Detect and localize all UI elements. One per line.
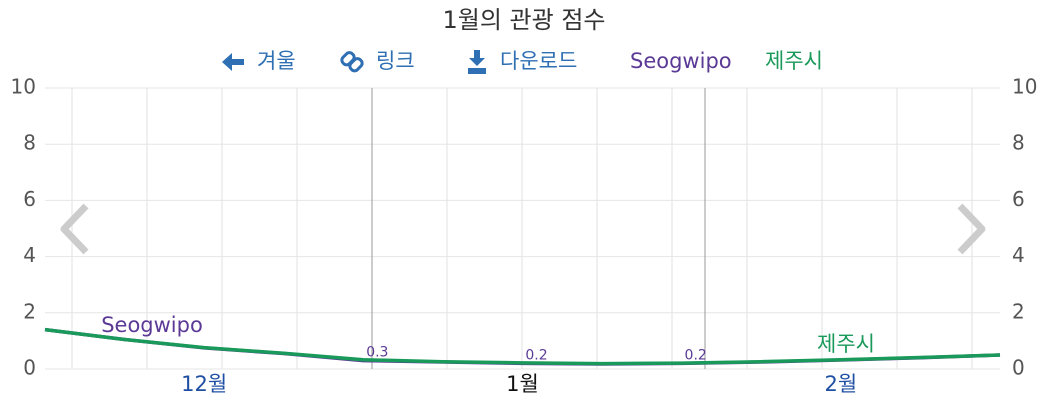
y-tick-label: 0 xyxy=(23,356,36,380)
back-button[interactable]: 겨울 xyxy=(257,49,296,73)
download-button[interactable]: 다운로드 xyxy=(500,49,577,73)
y-tick-label: 2 xyxy=(23,299,36,323)
data-label: 0.3 xyxy=(366,345,388,361)
y-tick-label-right: 0 xyxy=(1012,356,1025,380)
y-tick-label-right: 10 xyxy=(1012,75,1037,99)
x-tick-label: 2월 xyxy=(824,372,857,396)
x-tick-label: 12월 xyxy=(181,372,227,396)
prev-arrow[interactable] xyxy=(60,203,89,255)
toolbar: 겨울 링크 다운로드 Seogwipo 제주시 xyxy=(222,49,823,74)
download-icon[interactable] xyxy=(468,50,486,74)
back-icon[interactable] xyxy=(222,53,244,71)
chart-title: 1월의 관광 점수 xyxy=(442,6,605,34)
series-label: 제주시 xyxy=(817,332,875,356)
x-tick-label: 1월 xyxy=(506,372,539,396)
data-label: 0.2 xyxy=(525,347,547,363)
y-tick-label-right: 6 xyxy=(1012,187,1025,211)
next-arrow[interactable] xyxy=(957,203,986,255)
y-tick-label-right: 8 xyxy=(1012,131,1025,155)
link-button[interactable]: 링크 xyxy=(376,49,415,73)
y-tick-label: 8 xyxy=(23,131,36,155)
y-tick-label: 6 xyxy=(23,187,36,211)
legend-entry[interactable]: Seogwipo xyxy=(630,49,732,73)
series-line xyxy=(44,327,1001,366)
y-tick-label-right: 2 xyxy=(1012,299,1025,323)
legend-entry[interactable]: 제주시 xyxy=(765,49,823,73)
y-tick-label-right: 4 xyxy=(1012,243,1025,267)
y-tick-label: 4 xyxy=(23,243,36,267)
series-label: Seogwipo xyxy=(101,313,203,337)
link-icon[interactable] xyxy=(340,51,364,73)
data-label: 0.2 xyxy=(685,347,707,363)
y-tick-label: 10 xyxy=(11,75,36,99)
